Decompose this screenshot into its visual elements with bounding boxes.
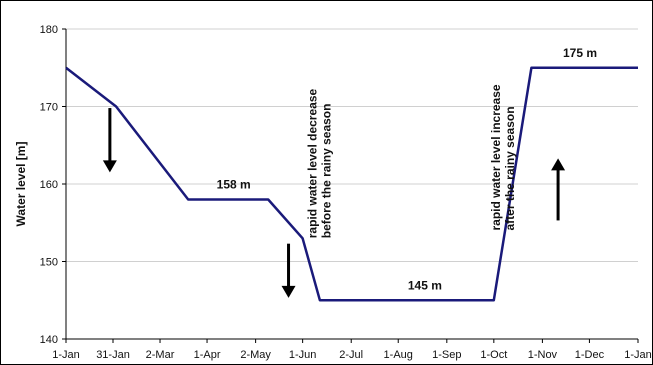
y-tick-label: 150 (40, 257, 58, 269)
x-tick-label: 2-May (240, 349, 271, 361)
level-label: 175 m (563, 46, 597, 60)
x-tick-label: 2-Mar (146, 349, 175, 361)
y-axis-label: Water level [m] (14, 142, 28, 227)
y-tick-labels: 140 150 160 170 180 (40, 24, 58, 346)
y-tick-label: 140 (40, 334, 58, 346)
arrow-up-icon (551, 158, 565, 220)
x-tick-label: 2-Jul (339, 349, 363, 361)
y-tick-label: 180 (40, 24, 58, 36)
annotation-text: rapid water level decreasebefore the rai… (306, 89, 334, 239)
y-tick-label: 160 (40, 179, 58, 191)
arrow-head (103, 160, 117, 172)
annotation-line: before the rainy season (320, 104, 334, 239)
annotation-line: rapid water level decrease (306, 89, 320, 239)
level-labels: 158 m 145 m 175 m (217, 46, 597, 293)
level-label: 158 m (217, 178, 251, 192)
x-tick-label: 1-Jun (289, 349, 317, 361)
arrow-head (282, 286, 296, 298)
x-tick-labels: 1-Jan 31-Jan 2-Mar 1-Apr 2-May 1-Jun 2-Jul 1-Au… (52, 349, 652, 361)
x-tick-label: 1-Sep (432, 349, 461, 361)
x-tick-label: 1-Dec (575, 349, 605, 361)
x-tick-label: 1-Jan (52, 349, 80, 361)
axes (62, 29, 638, 343)
x-tick-label: 1-Jan (624, 349, 652, 361)
arrow-down-icon (282, 244, 296, 298)
arrow-head (551, 158, 565, 170)
level-label: 145 m (408, 278, 442, 292)
x-tick-label: 1-Nov (528, 349, 558, 361)
x-tick-label: 1-Oct (480, 349, 507, 361)
grid-lines (66, 29, 638, 262)
x-tick-label: 31-Jan (96, 349, 130, 361)
y-tick-label: 170 (40, 102, 58, 114)
arrow-down-icon (103, 108, 117, 172)
annotation-line: rapid water level increase (489, 84, 503, 230)
annotations: rapid water level decreasebefore the rai… (306, 84, 517, 238)
x-tick-label: 1-Aug (384, 349, 413, 361)
annotation-line: after the rainy season (503, 106, 517, 230)
x-tick-label: 1-Apr (194, 349, 221, 361)
